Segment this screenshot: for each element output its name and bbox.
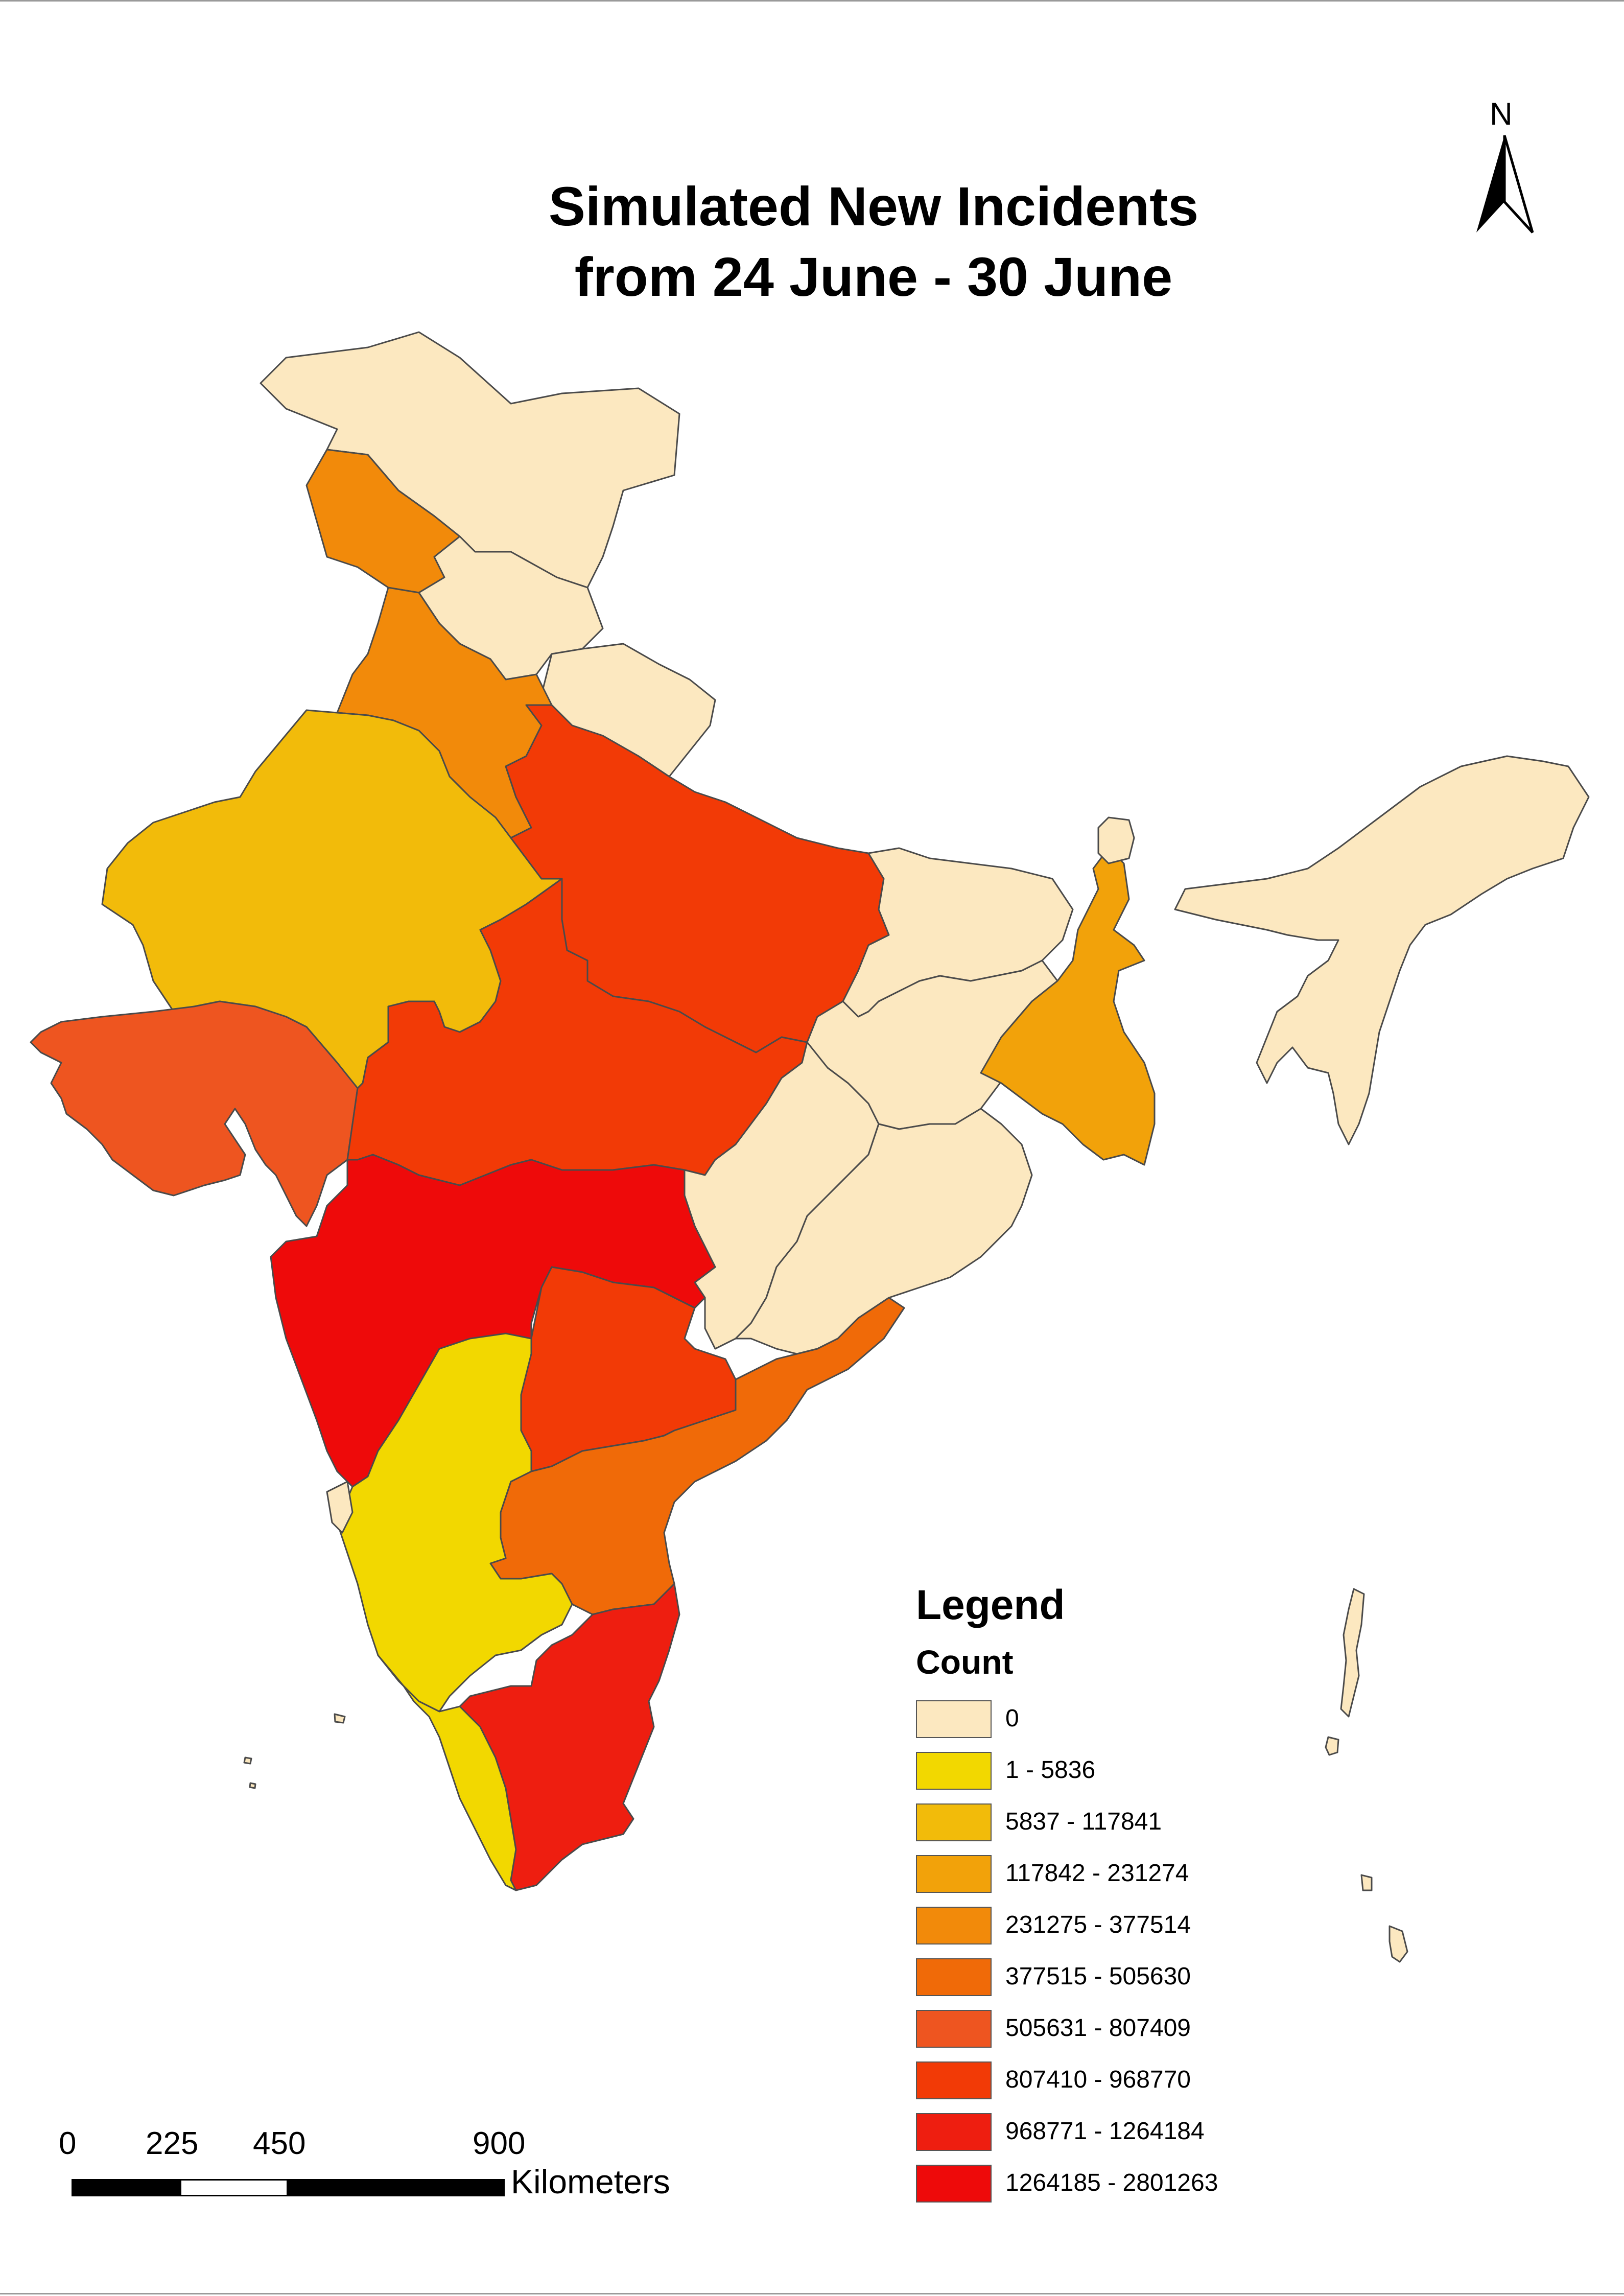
legend-item: 0	[916, 1700, 1376, 1741]
legend-item: 1264185 - 2801263	[916, 2165, 1376, 2206]
legend-label: 1 - 5836	[1005, 1756, 1096, 1784]
legend-swatch	[916, 1803, 992, 1841]
state-sikkim	[1097, 816, 1135, 864]
islands-lakshadweep-3	[249, 1782, 256, 1789]
legend-swatch	[916, 1855, 992, 1893]
legend-swatch	[916, 1700, 992, 1738]
state-tamil-nadu	[459, 1583, 680, 1891]
legend-swatch	[916, 1958, 992, 1996]
legend-label: 968771 - 1264184	[1005, 2118, 1205, 2145]
legend-title: Legend	[916, 1582, 1065, 1628]
state-northeast	[1174, 755, 1590, 1145]
scale-bar: 0 225 450 900 Kilometers	[51, 2125, 715, 2212]
scale-units: Kilometers	[511, 2163, 670, 2200]
legend-field: Count	[916, 1643, 1014, 1681]
scale-tick-label: 900	[473, 2126, 526, 2161]
legend-label: 505631 - 807409	[1005, 2014, 1191, 2042]
scale-segment-light	[180, 2179, 288, 2196]
legend-label: 0	[1005, 1705, 1019, 1732]
scale-tick-label: 450	[253, 2126, 306, 2161]
legend-label: 807410 - 968770	[1005, 2066, 1191, 2093]
north-arrow-label: N	[1490, 97, 1513, 132]
state-west-bengal	[980, 847, 1156, 1166]
legend-swatch	[916, 1907, 992, 1944]
islands-nicobar-2	[1388, 1925, 1408, 1963]
scale-segment-dark	[72, 2179, 180, 2196]
legend-label: 1264185 - 2801263	[1005, 2169, 1218, 2196]
legend-item: 1 - 5836	[916, 1752, 1376, 1793]
islands-andaman-north	[1340, 1588, 1365, 1718]
state-goa	[326, 1481, 354, 1534]
legend-item: 117842 - 231274	[916, 1855, 1376, 1896]
scale-segment-dark	[288, 2179, 505, 2196]
legend-label: 117842 - 231274	[1005, 1860, 1189, 1887]
legend-item: 505631 - 807409	[916, 2010, 1376, 2051]
islands-lakshadweep-2	[243, 1756, 252, 1765]
legend-swatch	[916, 2113, 992, 2151]
legend-label: 377515 - 505630	[1005, 1963, 1191, 1990]
map-title-line-2: from 24 June - 30 June	[574, 246, 1173, 308]
islands-lakshadweep-1	[334, 1713, 346, 1724]
islands-andaman-south	[1325, 1736, 1339, 1756]
islands-nicobar-1	[1360, 1874, 1373, 1891]
legend-item: 968771 - 1264184	[916, 2113, 1376, 2154]
state-gujarat	[30, 1000, 359, 1227]
legend-swatch	[916, 2061, 992, 2099]
map-title: Simulated New Incidents from 24 June - 3…	[460, 171, 1287, 312]
north-arrow-icon	[1476, 135, 1534, 233]
legend-item: 5837 - 117841	[916, 1803, 1376, 1844]
legend-swatch	[916, 2010, 992, 2048]
legend-label: 231275 - 377514	[1005, 1911, 1191, 1938]
legend-item: 231275 - 377514	[916, 1907, 1376, 1948]
top-frame-line	[0, 0, 1624, 2]
scale-tick-label: 0	[59, 2126, 77, 2161]
map-title-line-1: Simulated New Incidents	[548, 175, 1199, 237]
legend-swatch	[916, 2165, 992, 2203]
legend-label: 5837 - 117841	[1005, 1808, 1162, 1835]
bottom-frame-line	[0, 2293, 1624, 2294]
legend-swatch	[916, 1752, 992, 1790]
legend-item: 807410 - 968770	[916, 2061, 1376, 2102]
scale-tick-label: 225	[146, 2126, 199, 2161]
legend-item: 377515 - 505630	[916, 1958, 1376, 1999]
